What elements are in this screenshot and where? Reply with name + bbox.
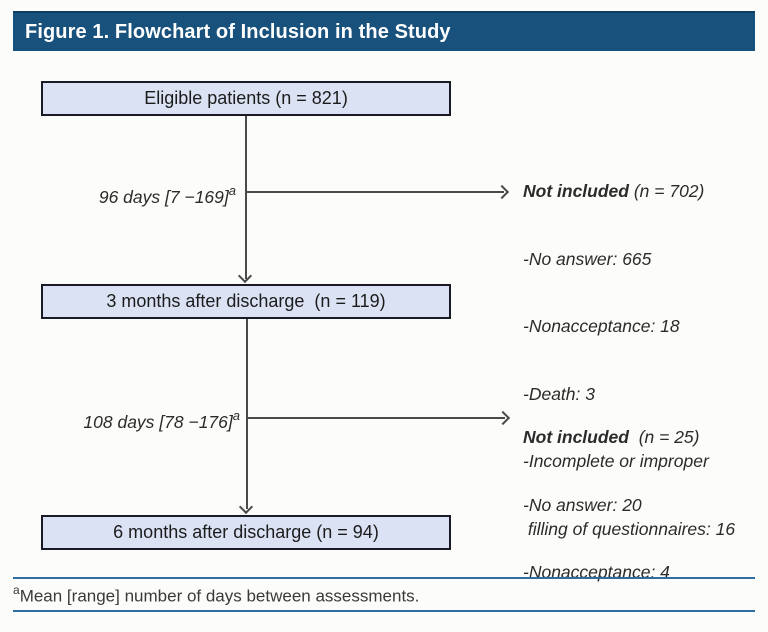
interval-text: 96 days [7 −169]	[98, 186, 229, 207]
footnote-text: Mean [range] number of days between asse…	[19, 586, 420, 606]
arrowhead-down-icon	[238, 499, 254, 515]
exclusion-heading-count: (n = 25)	[628, 427, 700, 447]
footnote-divider-top	[13, 577, 755, 579]
arrowhead-down-icon	[237, 268, 253, 284]
figure-title-bar: Figure 1. Flowchart of Inclusion in the …	[13, 11, 755, 51]
arrowhead-right-icon	[494, 184, 510, 200]
footnote-divider-bottom	[13, 610, 755, 612]
figure-title: Figure 1. Flowchart of Inclusion in the …	[25, 20, 451, 43]
branch-arrow-2	[247, 417, 505, 419]
arrowhead-right-icon	[495, 410, 511, 426]
exclusion-item: -Incomplete or improper	[523, 451, 709, 471]
exclusion-heading-bold: Not included	[523, 181, 629, 201]
exclusion-item: -Death: 3	[523, 383, 595, 404]
exclusion-item: filling of questionnaires: 16	[523, 518, 736, 539]
flow-box-eligible-patients: Eligible patients (n = 821)	[41, 81, 451, 116]
flow-box-6-months: 6 months after discharge (n = 94)	[41, 515, 451, 550]
exclusion-item: -Nonacceptance: 4	[523, 562, 670, 582]
exclusion-item: -No answer: 665	[523, 248, 652, 269]
exclusion-heading-count: (n = 702)	[628, 181, 705, 201]
footnote-marker: a	[232, 408, 240, 423]
exclusion-heading-bold: Not included	[523, 427, 629, 447]
exclusion-heading: Not included (n = 702)	[523, 180, 763, 203]
exclusion-item: -No answer: 20	[523, 494, 642, 515]
branch-arrow-1	[246, 191, 504, 193]
interval-label-2: 108 days [78 −176]a	[40, 408, 240, 433]
exclusion-heading: Not included (n = 25)	[523, 426, 763, 449]
interval-label-1: 96 days [7 −169]a	[36, 183, 236, 208]
footnote: aMean [range] number of days between ass…	[13, 583, 420, 607]
exclusion-item: -Nonacceptance: 18	[523, 316, 680, 336]
vertical-arrow-1	[245, 116, 247, 279]
interval-text: 108 days [78 −176]	[83, 411, 233, 432]
exclusion-item: -Death: 1	[523, 629, 763, 632]
footnote-marker: a	[228, 183, 236, 198]
flow-box-3-months: 3 months after discharge (n = 119)	[41, 284, 451, 319]
footnote-marker: a	[13, 583, 20, 597]
exclusion-list-1: Not included (n = 702) -No answer: 665 -…	[523, 135, 763, 585]
exclusion-list-2: Not included (n = 25) -No answer: 20 -No…	[523, 381, 763, 632]
vertical-arrow-2	[246, 319, 248, 509]
